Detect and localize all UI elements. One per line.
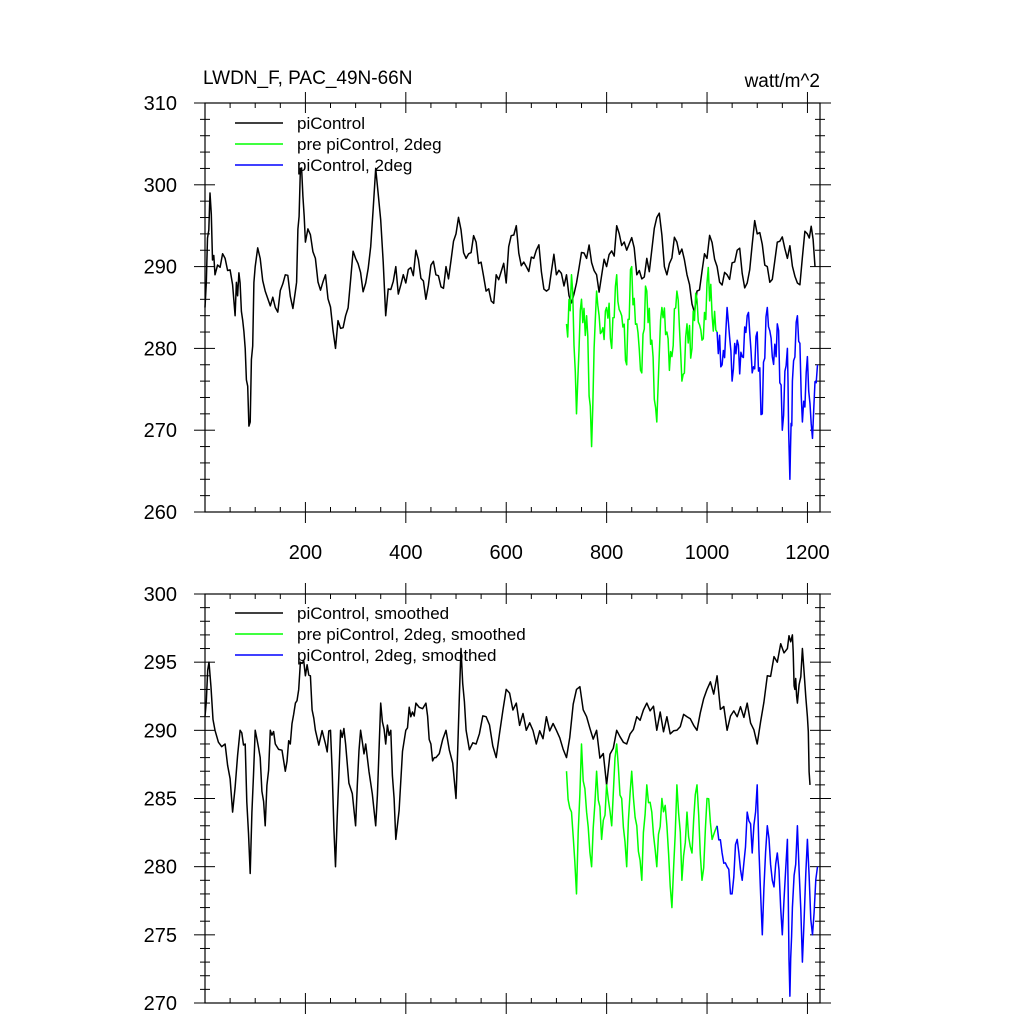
y-tick-label: 285 xyxy=(144,789,177,811)
x-tick-label: 400 xyxy=(389,542,422,564)
legend-label: piControl, 2deg xyxy=(297,156,412,175)
legend-label: piControl xyxy=(297,114,365,133)
chart-title: LWDN_F, PAC_49N-66N xyxy=(203,68,412,89)
series-line-pre-picontrol-2deg xyxy=(565,265,718,448)
series-line-picontrol xyxy=(204,167,816,427)
legend-label: pre piControl, 2deg, smoothed xyxy=(297,625,526,644)
legend: piControl pre piControl, 2deg piControl, 2… xyxy=(235,114,442,175)
y-tick-label: 270 xyxy=(144,993,177,1015)
series-line-picontrol-smoothed xyxy=(204,634,811,875)
y-tick-label: 295 xyxy=(144,652,177,674)
y-axis-tick-labels: 270 275 280 285 290 295 300 xyxy=(144,584,177,1015)
series-line-picontrol-2deg-smoothed xyxy=(716,784,819,997)
series-line-picontrol-2deg xyxy=(716,306,819,481)
x-axis-tick-labels: 200 400 600 800 1000 1200 xyxy=(289,542,830,564)
top-panel: LWDN_F, PAC_49N-66N watt/m^2 260 270 280 29… xyxy=(144,68,831,564)
axis-ticks xyxy=(194,583,831,1014)
y-tick-label: 300 xyxy=(144,175,177,197)
x-tick-label: 600 xyxy=(490,542,523,564)
y-tick-label: 260 xyxy=(144,502,177,524)
y-tick-label: 270 xyxy=(144,420,177,442)
y-tick-label: 275 xyxy=(144,925,177,947)
y-tick-label: 290 xyxy=(144,720,177,742)
units-label: watt/m^2 xyxy=(744,71,820,92)
series-lines xyxy=(204,634,819,997)
y-tick-label: 300 xyxy=(144,584,177,606)
series-line-pre-picontrol-2deg-smoothed xyxy=(565,743,718,909)
y-tick-label: 280 xyxy=(144,338,177,360)
x-tick-label: 200 xyxy=(289,542,322,564)
x-tick-label: 800 xyxy=(590,542,623,564)
legend: piControl, smoothed pre piControl, 2deg, … xyxy=(235,604,526,665)
legend-label: piControl, smoothed xyxy=(297,604,449,623)
y-tick-label: 290 xyxy=(144,257,177,279)
series-lines xyxy=(204,167,819,481)
y-tick-label: 310 xyxy=(144,93,177,115)
axis-ticks xyxy=(194,92,831,523)
y-tick-label: 280 xyxy=(144,857,177,879)
legend-label: piControl, 2deg, smoothed xyxy=(297,646,496,665)
legend-label: pre piControl, 2deg xyxy=(297,135,442,154)
bottom-panel: 270 275 280 285 290 295 300 piControl, smoothe… xyxy=(144,583,831,1015)
y-axis-tick-labels: 260 270 280 290 300 310 xyxy=(144,93,177,524)
x-tick-label: 1200 xyxy=(785,542,830,564)
x-tick-label: 1000 xyxy=(685,542,730,564)
